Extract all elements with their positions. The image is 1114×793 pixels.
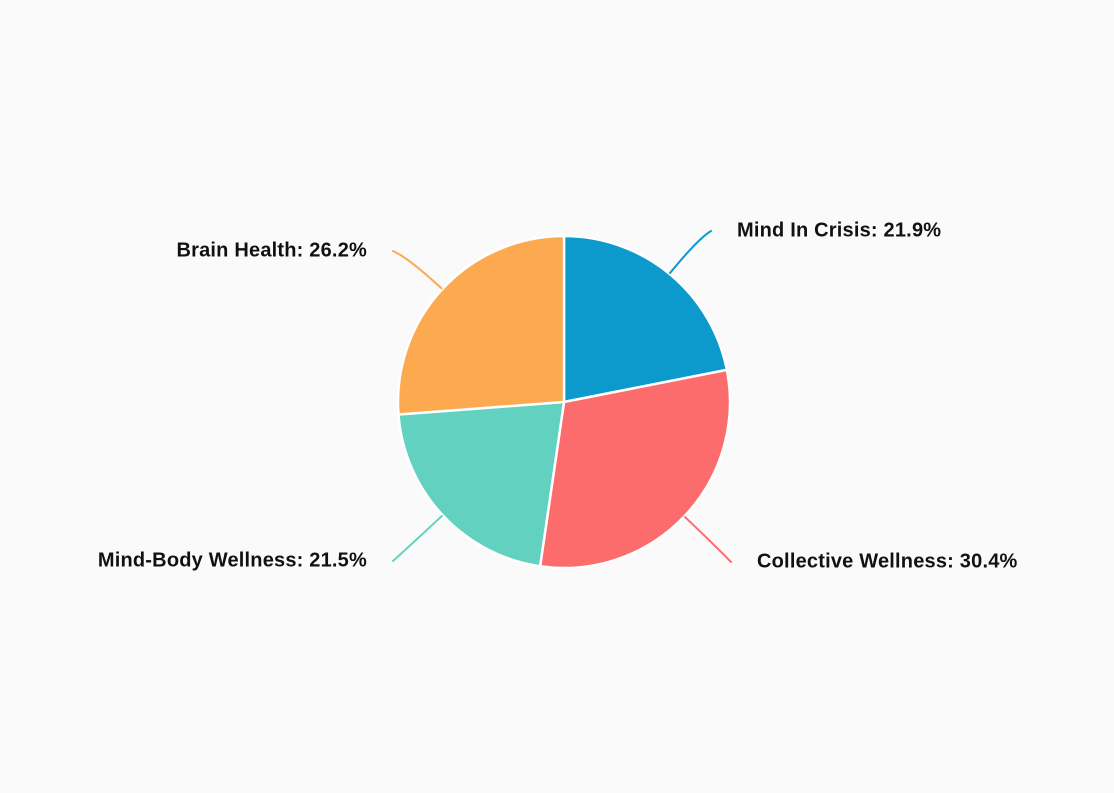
slice-label-brain-health: Brain Health: 26.2% bbox=[176, 239, 367, 262]
label-line-brain-health bbox=[392, 250, 443, 290]
pie-slice-mind-in-crisis[interactable] bbox=[562, 234, 729, 404]
pie-slice-mind-body-wellness[interactable] bbox=[397, 400, 566, 568]
label-line-mind-in-crisis bbox=[669, 230, 712, 274]
pie-slice-brain-health[interactable] bbox=[396, 234, 566, 416]
label-line-collective-wellness bbox=[684, 516, 732, 563]
label-line-mind-body-wellness bbox=[392, 514, 443, 562]
slice-label-collective-wellness: Collective Wellness: 30.4% bbox=[757, 550, 1018, 573]
slice-label-mind-body-wellness: Mind-Body Wellness: 21.5% bbox=[97, 549, 367, 572]
slice-label-mind-in-crisis: Mind In Crisis: 21.9% bbox=[737, 219, 942, 242]
pie-slice-collective-wellness[interactable] bbox=[538, 368, 732, 570]
